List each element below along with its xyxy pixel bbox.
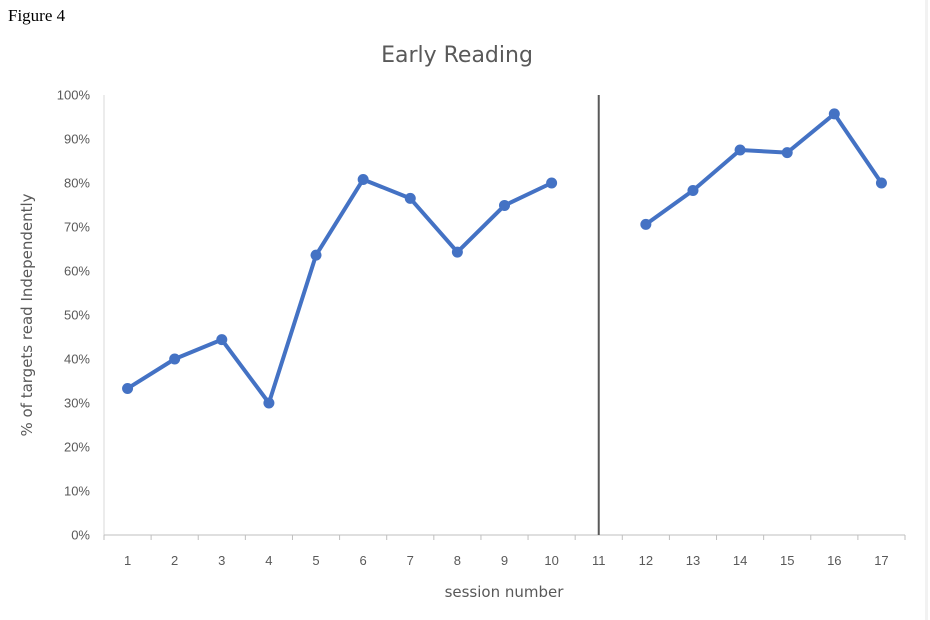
x-tick-label: 2: [171, 553, 178, 568]
data-point: [546, 177, 558, 189]
y-tick-label: 20%: [64, 440, 90, 455]
y-tick-label: 60%: [64, 264, 90, 279]
y-tick-label: 30%: [64, 396, 90, 411]
data-point: [828, 108, 840, 120]
data-point: [263, 397, 275, 409]
y-tick-label: 80%: [64, 176, 90, 191]
x-tick-label: 1: [124, 553, 131, 568]
data-point: [357, 173, 369, 185]
x-tick-label: 15: [780, 553, 794, 568]
data-point: [875, 177, 887, 189]
data-point: [640, 218, 652, 230]
data-point: [781, 147, 793, 159]
series-lines: [125, 111, 884, 405]
y-tick-label: 100%: [57, 88, 91, 103]
y-tick-label: 10%: [64, 484, 90, 499]
x-tick-label: 17: [874, 553, 888, 568]
x-axis-title: session number: [445, 583, 565, 601]
x-axis-ticks: 1 2 3 4 5 6 7 8 9 10 11 12 13 14 15 16 17: [103, 535, 906, 568]
y-tick-label: 40%: [64, 352, 90, 367]
x-tick-label: 14: [733, 553, 747, 568]
x-tick-label: 9: [501, 553, 508, 568]
x-tick-label: 8: [454, 553, 461, 568]
x-tick-label: 6: [360, 553, 367, 568]
y-axis-title: % of targets read Independently: [18, 193, 36, 436]
x-tick-label: 12: [639, 553, 653, 568]
series-line: [125, 177, 554, 405]
y-tick-label: 70%: [64, 220, 90, 235]
series-points: [122, 108, 887, 409]
x-tick-label: 13: [686, 553, 700, 568]
data-point: [734, 144, 746, 156]
figure-label: Figure 4: [8, 6, 66, 25]
y-axis-ticks: 0% 10% 20% 30% 40% 50% 60% 70% 80% 90% 100%: [57, 88, 91, 543]
data-point: [216, 334, 228, 346]
data-point: [451, 246, 463, 258]
series-line: [643, 111, 884, 227]
x-tick-label: 11: [592, 553, 606, 568]
data-point: [169, 353, 181, 365]
data-point: [687, 184, 699, 196]
page-edge-divider: [925, 0, 928, 620]
data-point: [310, 249, 322, 261]
y-tick-label: 90%: [64, 132, 90, 147]
y-tick-label: 0%: [71, 528, 90, 543]
x-tick-label: 4: [265, 553, 272, 568]
chart-title: Early Reading: [381, 43, 533, 68]
x-tick-label: 16: [827, 553, 841, 568]
x-tick-label: 7: [407, 553, 414, 568]
y-tick-label: 50%: [64, 308, 90, 323]
data-point: [499, 199, 510, 211]
data-point: [404, 192, 416, 204]
x-tick-label: 10: [544, 553, 558, 568]
x-tick-label: 3: [218, 553, 225, 568]
x-tick-label: 5: [312, 553, 319, 568]
data-point: [122, 382, 134, 394]
